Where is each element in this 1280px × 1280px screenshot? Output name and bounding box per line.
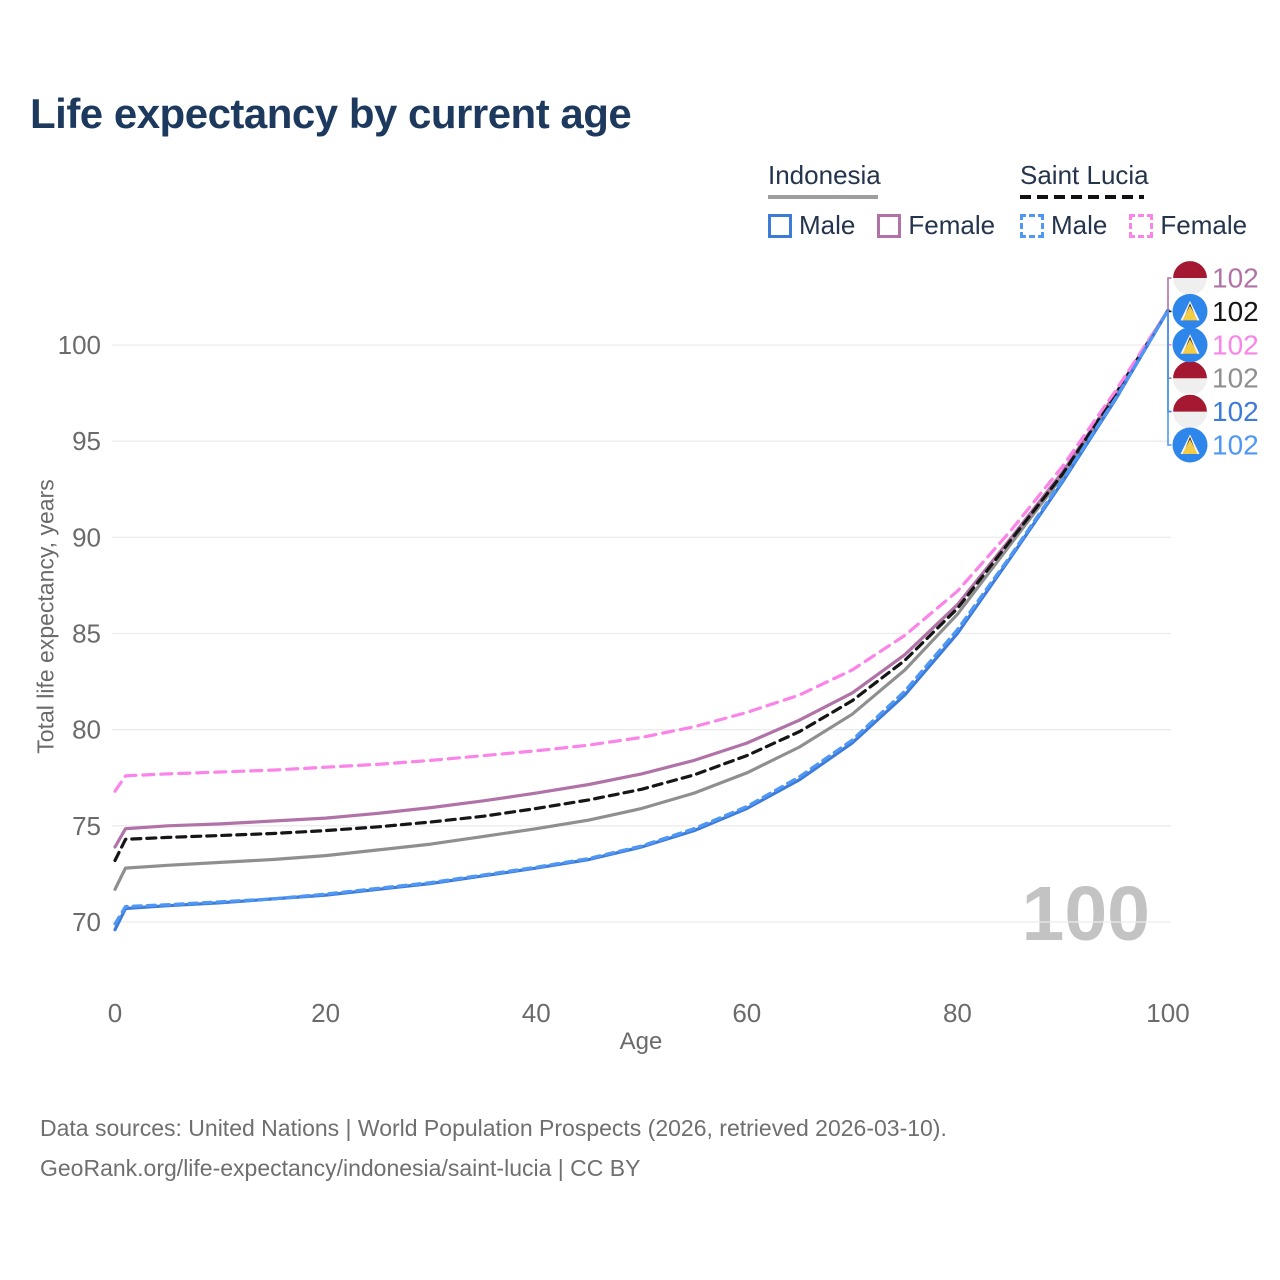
saint-lucia-flag-icon xyxy=(1172,293,1208,329)
indonesia-flag-icon xyxy=(1171,259,1209,297)
legend-label-saint-lucia-female: Female xyxy=(1160,210,1248,240)
y-tick-label: 100 xyxy=(58,330,101,360)
legend-item-indonesia-male[interactable]: Male xyxy=(768,210,855,241)
x-tick-label: 100 xyxy=(1146,998,1189,1028)
y-tick-label: 85 xyxy=(72,619,101,649)
x-tick-label: 40 xyxy=(522,998,551,1028)
indonesia-line-style-swatch xyxy=(768,195,878,199)
legend-group-indonesia: Indonesia Male Female xyxy=(768,160,995,241)
y-tick-label: 80 xyxy=(72,715,101,745)
footer: Data sources: United Nations | World Pop… xyxy=(40,1108,947,1188)
saint-lucia-female-swatch-icon xyxy=(1129,213,1154,238)
legend-country-saint-lucia: Saint Lucia xyxy=(1020,160,1149,190)
end-label-connector xyxy=(1167,310,1172,446)
end-value-label-indonesia_female: 102 xyxy=(1212,263,1259,294)
indonesia-male-swatch-icon xyxy=(768,213,792,238)
legend-item-indonesia-female[interactable]: Female xyxy=(877,210,995,241)
saint-lucia-flag-icon xyxy=(1172,427,1208,463)
end-value-label-indonesia_male: 102 xyxy=(1212,396,1259,427)
indonesia-flag-icon xyxy=(1171,360,1209,397)
end-value-label-saint_lucia_female: 102 xyxy=(1212,329,1259,360)
x-axis-title: Age xyxy=(619,1028,663,1055)
line-indonesia_overall[interactable] xyxy=(113,308,1170,891)
end-value-label-indonesia_overall: 102 xyxy=(1212,363,1259,394)
line-saint_lucia_overall[interactable] xyxy=(113,308,1170,863)
legend-group-saint-lucia: Saint Lucia Male Female xyxy=(1020,160,1247,241)
y-tick-label: 70 xyxy=(72,907,101,937)
age-counter-watermark: 100 xyxy=(1021,871,1150,957)
line-saint_lucia_female[interactable] xyxy=(113,308,1170,793)
y-tick-label: 95 xyxy=(72,426,101,456)
end-value-label-saint_lucia_overall: 102 xyxy=(1212,296,1259,327)
footer-attribution: GeoRank.org/life-expectancy/indonesia/sa… xyxy=(40,1155,641,1181)
indonesia-flag-icon xyxy=(1171,393,1209,430)
legend-label-saint-lucia-male: Male xyxy=(1051,210,1108,240)
legend-label-indonesia-male: Male xyxy=(799,210,856,240)
legend-label-indonesia-female: Female xyxy=(908,210,996,240)
footer-data-sources: Data sources: United Nations | World Pop… xyxy=(40,1115,947,1141)
x-tick-label: 60 xyxy=(732,998,761,1028)
end-value-label-saint_lucia_male: 102 xyxy=(1212,430,1259,461)
y-tick-label: 75 xyxy=(72,811,101,841)
line-indonesia_male[interactable] xyxy=(113,308,1170,932)
y-tick-label: 90 xyxy=(72,522,101,552)
end-label-connector xyxy=(1167,277,1172,311)
saint-lucia-male-swatch-icon xyxy=(1020,213,1044,238)
legend-country-indonesia: Indonesia xyxy=(768,160,881,190)
line-saint_lucia_male[interactable] xyxy=(113,308,1170,926)
saint-lucia-line-style-swatch xyxy=(1020,195,1144,199)
x-tick-label: 80 xyxy=(943,998,972,1028)
legend-item-saint-lucia-female[interactable]: Female xyxy=(1129,210,1247,241)
line-indonesia_female[interactable] xyxy=(113,308,1170,849)
x-tick-label: 0 xyxy=(108,998,122,1028)
indonesia-female-swatch-icon xyxy=(877,213,902,238)
x-tick-label: 20 xyxy=(311,998,340,1028)
page-title: Life expectancy by current age xyxy=(30,90,632,137)
saint-lucia-flag-icon xyxy=(1172,327,1208,363)
legend-item-saint-lucia-male[interactable]: Male xyxy=(1020,210,1107,241)
